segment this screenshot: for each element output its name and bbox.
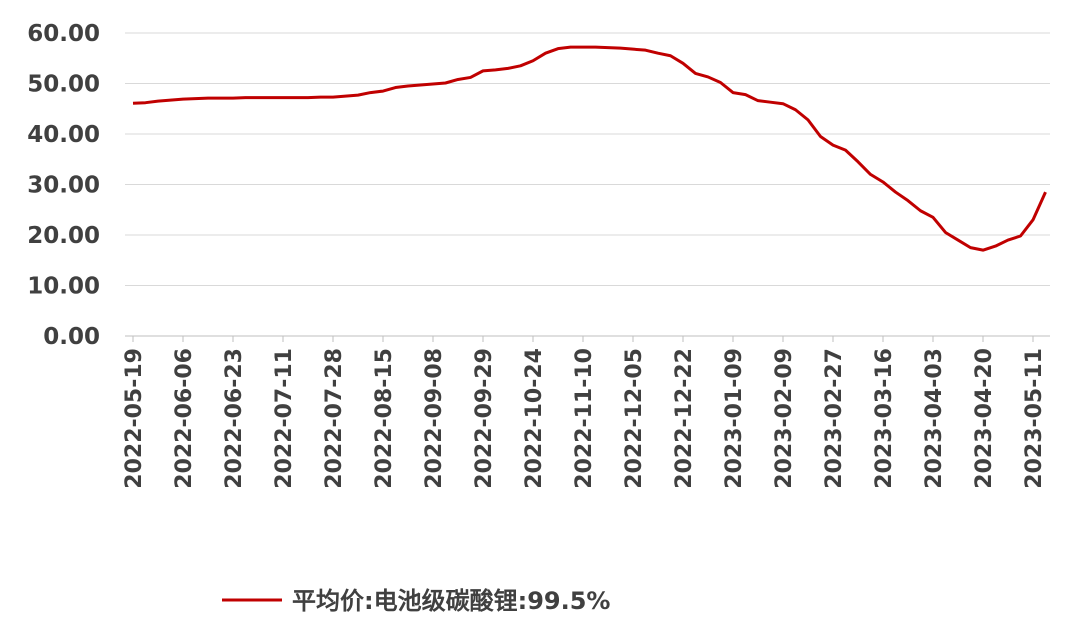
x-tick-label: 2022-10-24	[522, 348, 547, 489]
y-tick-label: 40.00	[27, 122, 100, 148]
y-tick-label: 0.00	[43, 324, 100, 350]
y-tick-label: 10.00	[27, 274, 100, 300]
x-tick-label: 2022-08-15	[372, 348, 397, 489]
y-tick-label: 60.00	[27, 21, 100, 47]
x-tick-label: 2023-02-09	[772, 348, 797, 489]
x-tick-label: 2022-09-08	[422, 348, 447, 489]
x-tick-label: 2022-06-06	[172, 348, 197, 489]
x-tick-label: 2023-04-20	[972, 348, 997, 489]
x-tick-label: 2023-03-16	[872, 348, 897, 489]
y-tick-label: 20.00	[27, 223, 100, 249]
y-tick-label: 30.00	[27, 173, 100, 199]
x-tick-label: 2022-12-22	[672, 348, 697, 489]
series-line	[132, 45, 1047, 252]
legend-label: 平均价:电池级碳酸锂:99.5%	[292, 587, 610, 615]
x-tick-label: 2023-05-11	[1022, 348, 1047, 489]
x-tick-label: 2022-06-23	[222, 348, 247, 489]
x-tick-label: 2023-02-27	[822, 348, 847, 489]
x-tick-label: 2022-11-10	[572, 348, 597, 489]
x-tick-label: 2023-01-09	[722, 348, 747, 489]
x-tick-label: 2022-09-29	[472, 348, 497, 489]
x-tick-label: 2022-12-05	[622, 348, 647, 489]
x-tick-label: 2022-07-11	[272, 348, 297, 489]
x-tick-label: 2023-04-03	[922, 348, 947, 489]
y-tick-label: 50.00	[27, 72, 100, 98]
x-tick-label: 2022-05-19	[122, 348, 147, 489]
x-tick-label: 2022-07-28	[322, 348, 347, 489]
